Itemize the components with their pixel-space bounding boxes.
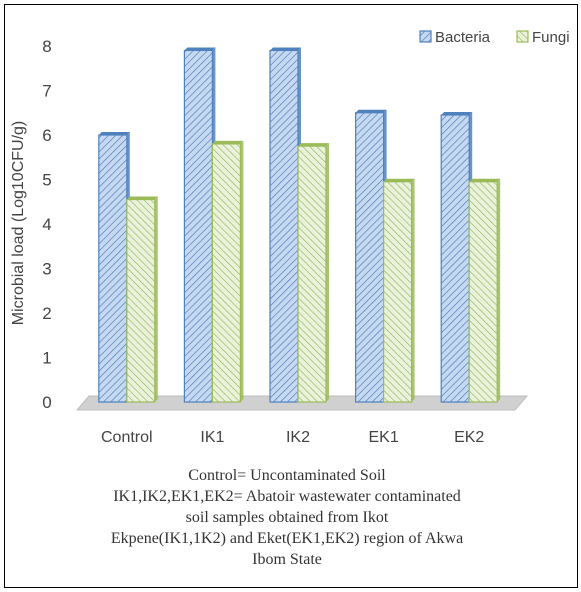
bar-side xyxy=(240,140,244,402)
category-label: EK2 xyxy=(454,429,484,446)
bar-front xyxy=(297,145,327,403)
caption-line: Ibom State xyxy=(252,551,322,568)
category-label: Control xyxy=(101,429,153,446)
y-tick-label: 0 xyxy=(42,393,51,412)
figure-frame: Microbial load (Log10CFU/g) 0 1 2 3 4 5 6 7 8 Co… xyxy=(4,4,578,588)
bar-fungi-control xyxy=(126,196,158,403)
caption-line: Control= Uncontaminated Soil xyxy=(188,467,386,484)
y-tick-label: 5 xyxy=(42,171,51,190)
bar-fungi-ek1 xyxy=(383,178,415,403)
bar-bacteria-ik2 xyxy=(269,47,301,403)
bar-front xyxy=(183,49,213,403)
y-axis-title: Microbial load (Log10CFU/g) xyxy=(10,121,27,326)
bar-bacteria-control xyxy=(98,132,130,403)
bar-top xyxy=(298,143,329,147)
bar-bacteria-ek2 xyxy=(440,111,473,403)
bar-front xyxy=(98,134,128,403)
bar-front xyxy=(383,181,413,403)
caption-line: soil samples obtained from Ikot xyxy=(185,509,389,526)
category-label: EK1 xyxy=(368,429,398,446)
bar-front xyxy=(468,181,498,403)
bar-fungi-ek2 xyxy=(468,178,501,403)
y-tick-label: 3 xyxy=(42,260,51,279)
bar-front xyxy=(440,114,470,403)
figure-caption: Control= Uncontaminated Soil IK1,IK2,EK1… xyxy=(31,465,543,570)
legend-label-fungi: Fungi xyxy=(532,29,570,46)
y-tick-labels: 0 1 2 3 4 5 6 7 8 xyxy=(42,37,51,412)
bar-top xyxy=(212,140,244,144)
bar-top xyxy=(126,196,158,200)
bar-fungi-ik1 xyxy=(211,140,244,403)
legend: Bacteria Fungi xyxy=(419,29,570,46)
bar-bacteria-ek1 xyxy=(355,109,387,403)
category-label: IK1 xyxy=(200,429,224,446)
bar-front xyxy=(126,198,156,403)
y-tick-label: 4 xyxy=(42,215,51,234)
y-tick-label: 2 xyxy=(42,304,51,323)
bar-chart: Microbial load (Log10CFU/g) 0 1 2 3 4 5 6 7 8 Co… xyxy=(10,29,570,446)
caption-line: IK1,IK2,EK1,EK2= Abatoir wastewater cont… xyxy=(113,488,461,505)
y-tick-label: 8 xyxy=(42,37,51,56)
caption-line: Ekpene(IK1,1K2) and Eket(EK1,EK2) region… xyxy=(110,530,464,547)
category-label: IK2 xyxy=(286,429,310,446)
bar-side xyxy=(411,178,415,402)
bar-top xyxy=(441,111,473,115)
bar-top xyxy=(270,47,301,51)
bar-top xyxy=(98,132,130,135)
bar-side xyxy=(154,196,158,402)
legend-swatch-bacteria xyxy=(419,30,432,43)
y-tick-label: 7 xyxy=(42,82,51,101)
bar-side xyxy=(326,143,329,402)
y-tick-label: 6 xyxy=(42,126,51,145)
y-tick-label: 1 xyxy=(42,349,51,368)
bar-top xyxy=(383,178,415,182)
bar-front xyxy=(269,49,299,403)
bar-front xyxy=(355,112,385,403)
bar-side xyxy=(497,178,501,402)
bars xyxy=(98,47,501,403)
category-labels: Control IK1 IK2 EK1 EK2 xyxy=(101,429,484,446)
bar-top xyxy=(355,109,387,113)
bar-fungi-ik2 xyxy=(297,143,329,403)
bar-top xyxy=(469,178,501,182)
legend-label-bacteria: Bacteria xyxy=(435,29,491,46)
bar-bacteria-ik1 xyxy=(183,47,216,403)
legend-swatch-fungi xyxy=(516,30,529,43)
bar-top xyxy=(184,47,216,51)
bar-front xyxy=(211,143,241,403)
